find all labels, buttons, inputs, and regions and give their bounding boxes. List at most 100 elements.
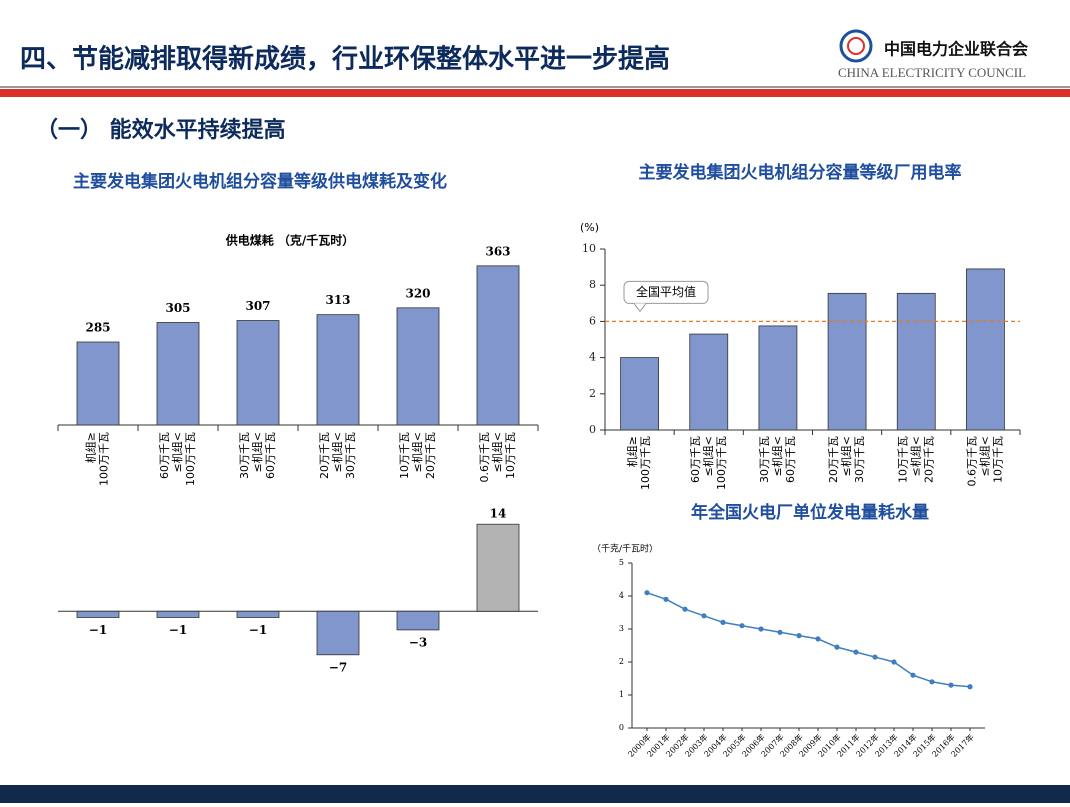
bar <box>476 265 520 426</box>
bar <box>689 333 729 431</box>
data-label: −7 <box>329 660 347 674</box>
point <box>796 633 802 639</box>
y-tick-label: 1 <box>619 690 624 699</box>
x-tick-label: ≤机组< <box>839 436 853 476</box>
slide-title: 四、节能减排取得新成绩，行业环保整体水平进一步提高 <box>20 44 670 75</box>
point <box>834 644 840 650</box>
x-tick-label: 60万千瓦 <box>784 436 797 483</box>
point <box>948 682 954 688</box>
x-tick-label: ≤机组< <box>250 432 264 472</box>
chart-title: 主要发电集团火电机组分容量等级厂用电率 <box>639 162 962 183</box>
x-tick-label: 10万千瓦 <box>991 436 1004 483</box>
y-tick-label: 6 <box>589 314 596 327</box>
bar <box>476 523 520 612</box>
x-tick-label: ≤机组< <box>770 436 784 476</box>
point <box>739 623 745 629</box>
x-tick-label: 10万千瓦 <box>398 432 411 479</box>
x-tick-label: 机组≥ <box>84 432 98 463</box>
data-label: 307 <box>245 299 270 313</box>
org-name: 中国电力企业联合会 <box>884 40 1028 59</box>
point <box>853 649 859 655</box>
x-tick-label: 0.6万千瓦 <box>478 432 491 483</box>
x-tick-label: 20万千瓦 <box>424 432 437 479</box>
x-tick-label: 20万千瓦 <box>922 436 935 483</box>
data-label: 285 <box>85 321 110 335</box>
x-tick-label: 20万千瓦 <box>318 432 331 479</box>
point <box>929 679 935 685</box>
logo <box>839 29 873 63</box>
x-tick-label: 10万千瓦 <box>504 432 517 479</box>
x-tick-label: 100万千瓦 <box>184 432 197 486</box>
data-label: −1 <box>249 623 267 637</box>
data-label: 363 <box>485 244 510 258</box>
bar <box>827 292 867 431</box>
bar <box>396 307 440 426</box>
data-label: 313 <box>325 293 350 307</box>
data-label: −1 <box>89 623 107 637</box>
point <box>815 636 821 642</box>
data-label: −1 <box>169 623 187 637</box>
y-tick-label: 3 <box>619 624 624 633</box>
x-tick-label: 60万千瓦 <box>264 432 277 479</box>
y-tick-label: 2 <box>589 387 596 400</box>
point <box>663 596 669 602</box>
chart-title: 主要发电集团火电机组分容量等级供电煤耗及变化 <box>73 171 447 192</box>
y-tick-label: 2 <box>619 657 624 666</box>
x-tick-label: ≤机组< <box>977 436 991 476</box>
x-tick-label: 60万千瓦 <box>689 436 702 483</box>
point <box>891 659 897 665</box>
bar <box>76 610 120 618</box>
x-tick-label: 10万千瓦 <box>896 436 909 483</box>
callout-pointer <box>633 303 647 313</box>
x-tick-label: 100万千瓦 <box>98 432 111 486</box>
logo-inner <box>847 37 865 55</box>
data-label: 14 <box>490 507 507 521</box>
bar <box>156 610 200 618</box>
x-tick-label: ≤机组< <box>410 432 424 472</box>
x-tick-label: 30万千瓦 <box>853 436 866 483</box>
rule <box>0 86 1070 88</box>
x-tick-label: ≤机组< <box>330 432 344 472</box>
x-tick-label: 0.6万千瓦 <box>965 436 978 487</box>
y-tick-label: 5 <box>619 558 624 567</box>
bar <box>316 610 360 656</box>
x-tick-label: ≤机组< <box>908 436 922 476</box>
x-tick-label: 30万千瓦 <box>344 432 357 479</box>
point <box>872 654 878 660</box>
x-tick-label: ≤机组< <box>490 432 504 472</box>
y-tick-label: 0 <box>619 723 624 732</box>
axis-label: (%) <box>580 221 599 234</box>
x-tick-label: 20万千瓦 <box>827 436 840 483</box>
x-tick-label: ≤机组< <box>170 432 184 472</box>
x-tick-label: 30万千瓦 <box>238 432 251 479</box>
x-tick-label: ≤机组< <box>701 436 715 476</box>
y-tick-label: 4 <box>589 351 596 364</box>
reference-label: 全国平均值 <box>636 284 696 299</box>
point <box>910 672 916 678</box>
org-name-en: CHINA ELECTRICITY COUNCIL <box>838 65 1026 80</box>
bar <box>966 268 1005 431</box>
line <box>646 591 971 688</box>
bar <box>758 325 798 431</box>
axis-label: （千克/千瓦时） <box>592 543 658 555</box>
callout-box <box>623 280 709 304</box>
point <box>967 684 973 690</box>
section-heading: （一） 能效水平持续提高 <box>36 117 286 143</box>
point <box>644 590 650 596</box>
y-tick-label: 0 <box>589 423 596 436</box>
bar <box>236 610 280 618</box>
point <box>758 626 764 632</box>
point <box>701 613 707 619</box>
data-label: −3 <box>409 635 427 649</box>
red-band <box>0 89 1070 97</box>
point <box>777 629 783 635</box>
data-label: 320 <box>405 286 430 300</box>
bar <box>896 292 936 431</box>
axis-label: 供电煤耗 （克/千瓦时） <box>225 233 355 248</box>
y-tick-label: 8 <box>589 278 596 291</box>
y-tick-label: 4 <box>619 591 624 600</box>
bar <box>316 314 360 426</box>
chart-title: 年全国火电厂单位发电量耗水量 <box>691 502 929 523</box>
